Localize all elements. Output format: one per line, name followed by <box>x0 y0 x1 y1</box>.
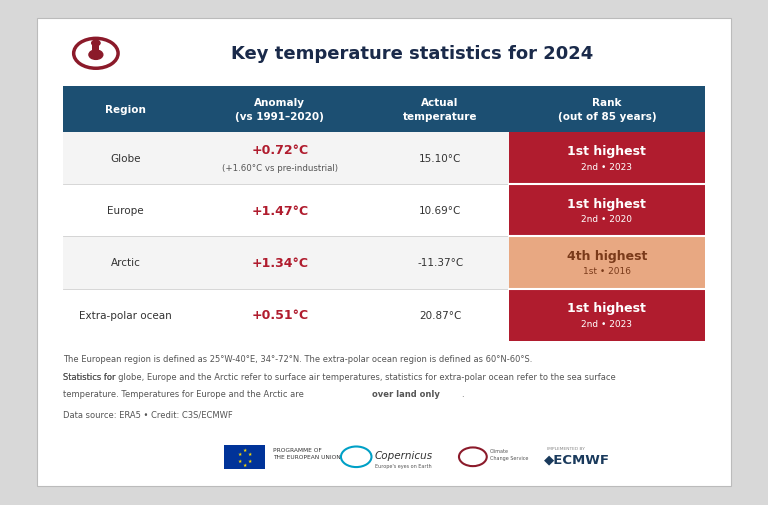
Bar <box>63 237 509 289</box>
Bar <box>509 289 705 341</box>
Text: Anomaly
(vs 1991–2020): Anomaly (vs 1991–2020) <box>235 98 324 121</box>
Text: Rank
(out of 85 years): Rank (out of 85 years) <box>558 98 656 121</box>
Text: Globe: Globe <box>111 154 141 164</box>
Text: Data source: ERA5 • Credit: C3S/ECMWF: Data source: ERA5 • Credit: C3S/ECMWF <box>63 409 233 418</box>
Bar <box>509 185 705 237</box>
Text: over land only: over land only <box>372 390 440 398</box>
Text: PROGRAMME OF
THE EUROPEAN UNION: PROGRAMME OF THE EUROPEAN UNION <box>273 447 341 459</box>
Text: Climate
Change Service: Climate Change Service <box>489 448 528 460</box>
Text: +1.47°C: +1.47°C <box>251 205 308 217</box>
Text: 1st highest: 1st highest <box>568 145 647 158</box>
Bar <box>509 133 705 185</box>
Text: 1st highest: 1st highest <box>568 301 647 315</box>
Text: The European region is defined as 25°W-40°E, 34°-72°N. The extra-polar ocean reg: The European region is defined as 25°W-4… <box>63 354 533 363</box>
Text: ★: ★ <box>237 450 242 456</box>
Bar <box>509 237 705 289</box>
Text: Copernicus: Copernicus <box>375 450 433 460</box>
Text: 2nd • 2023: 2nd • 2023 <box>581 319 632 328</box>
Text: 20.87°C: 20.87°C <box>419 310 462 320</box>
Text: 2nd • 2023: 2nd • 2023 <box>581 163 632 172</box>
Text: -11.37°C: -11.37°C <box>417 258 463 268</box>
Text: 2nd • 2020: 2nd • 2020 <box>581 215 632 224</box>
Text: ★: ★ <box>242 462 247 467</box>
Text: Actual
temperature: Actual temperature <box>403 98 478 121</box>
Text: +1.34°C: +1.34°C <box>251 257 308 270</box>
Bar <box>224 445 265 469</box>
Text: ★: ★ <box>242 447 247 452</box>
Bar <box>63 289 509 341</box>
Text: Arctic: Arctic <box>111 258 141 268</box>
Text: .: . <box>461 390 464 398</box>
Circle shape <box>89 51 103 60</box>
Text: Region: Region <box>105 105 146 115</box>
Text: 10.69°C: 10.69°C <box>419 206 462 216</box>
Text: ◆ECMWF: ◆ECMWF <box>544 452 610 466</box>
Text: IMPLEMENTED BY: IMPLEMENTED BY <box>547 446 585 450</box>
Text: Statistics for: Statistics for <box>63 372 118 381</box>
Text: 4th highest: 4th highest <box>567 249 647 263</box>
Circle shape <box>91 41 100 47</box>
Text: ★: ★ <box>247 458 252 463</box>
Text: Europe: Europe <box>108 206 144 216</box>
Text: Europe's eyes on Earth: Europe's eyes on Earth <box>375 463 432 468</box>
Bar <box>63 87 705 133</box>
Text: 1st • 2016: 1st • 2016 <box>583 267 631 276</box>
Bar <box>63 133 509 185</box>
Text: Extra-polar ocean: Extra-polar ocean <box>79 310 172 320</box>
Bar <box>63 185 509 237</box>
Text: temperature. Temperatures for Europe and the Arctic are: temperature. Temperatures for Europe and… <box>63 390 306 398</box>
Text: ★: ★ <box>237 458 242 463</box>
Text: (+1.60°C vs pre-industrial): (+1.60°C vs pre-industrial) <box>222 164 338 173</box>
Text: 1st highest: 1st highest <box>568 197 647 210</box>
Text: +0.51°C: +0.51°C <box>251 309 308 322</box>
Text: +0.72°C: +0.72°C <box>251 144 308 157</box>
Bar <box>92 43 99 57</box>
Text: Statistics for globe, Europe and the Arctic refer to surface air temperatures, s: Statistics for globe, Europe and the Arc… <box>63 372 616 381</box>
Text: 15.10°C: 15.10°C <box>419 154 462 164</box>
Text: Key temperature statistics for 2024: Key temperature statistics for 2024 <box>230 45 593 63</box>
Text: ★: ★ <box>247 450 252 456</box>
